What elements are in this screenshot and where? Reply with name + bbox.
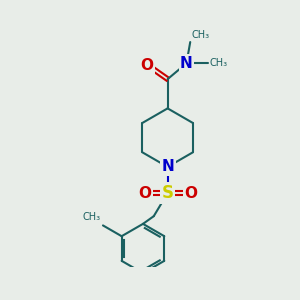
Text: O: O — [138, 186, 151, 201]
Text: CH₃: CH₃ — [192, 30, 210, 40]
Text: N: N — [161, 159, 174, 174]
Text: S: S — [162, 184, 174, 202]
Text: N: N — [180, 56, 193, 71]
Text: O: O — [141, 58, 154, 73]
Text: CH₃: CH₃ — [210, 58, 228, 68]
Text: CH₃: CH₃ — [82, 212, 100, 222]
Text: O: O — [184, 186, 197, 201]
